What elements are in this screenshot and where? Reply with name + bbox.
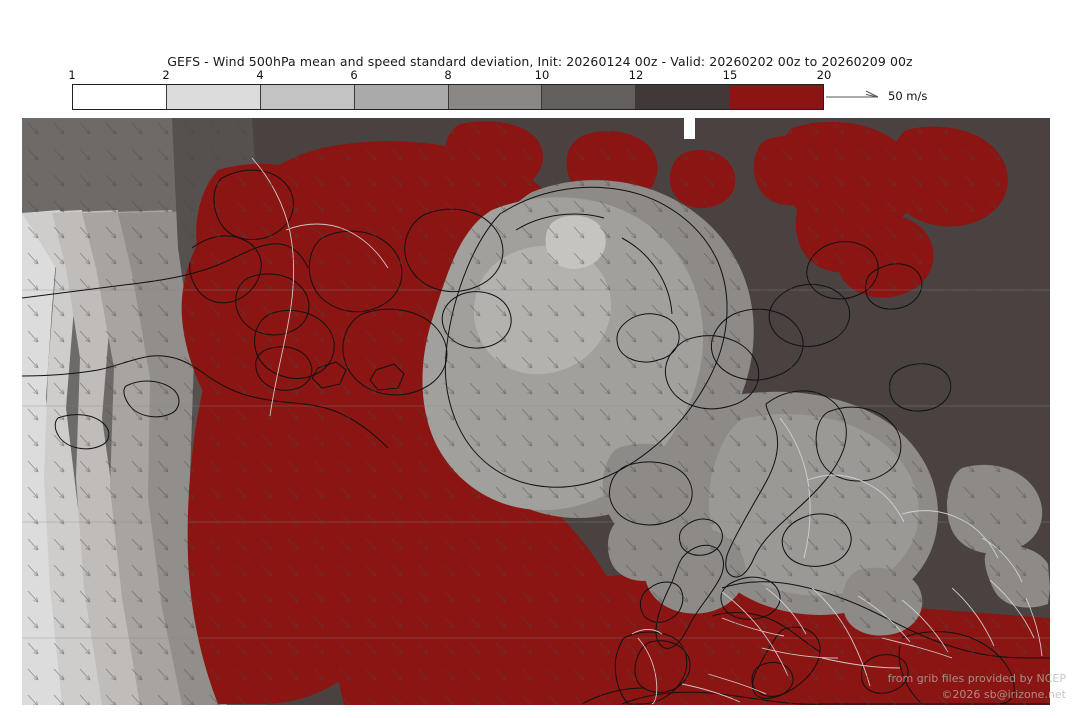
colorbar-tick-20: 20 xyxy=(816,68,832,82)
wind-barb-legend-label: 50 m/s xyxy=(888,89,928,103)
colorbar-segment-6 xyxy=(542,85,637,109)
colorbar-segment-7 xyxy=(636,85,731,109)
wind-barb-field xyxy=(22,118,1050,705)
colorbar-tick-2: 2 xyxy=(162,68,170,82)
colorbar-segment-1 xyxy=(73,85,167,109)
colorbar-tick-12: 12 xyxy=(628,68,644,82)
colorbar-gradient xyxy=(72,84,824,110)
colorbar-tick-labels: 1 2 4 6 8 10 12 15 20 xyxy=(68,68,831,84)
colorbar-segment-4 xyxy=(354,85,449,109)
colorbar-segment-5 xyxy=(448,85,543,109)
credit-source: from grib files provided by NCEP xyxy=(887,672,1066,685)
colorbar-segment-3 xyxy=(260,85,355,109)
colorbar-segment-2 xyxy=(166,85,261,109)
map-top-marker xyxy=(684,118,695,139)
colorbar-tick-1: 1 xyxy=(68,68,76,82)
map-field-svg xyxy=(22,118,1050,705)
colorbar-tick-6: 6 xyxy=(350,68,358,82)
credit-copyright: ©2026 sb@irizone.net xyxy=(941,688,1066,701)
colorbar-tick-8: 8 xyxy=(444,68,452,82)
colorbar-tick-15: 15 xyxy=(722,68,738,82)
map-canvas[interactable] xyxy=(22,118,1050,705)
wind-barb-legend: 50 m/s xyxy=(826,86,1036,110)
wind-barb-icon xyxy=(826,90,879,98)
colorbar-tick-10: 10 xyxy=(534,68,550,82)
colorbar-tick-4: 4 xyxy=(256,68,264,82)
page-title: GEFS - Wind 500hPa mean and speed standa… xyxy=(167,54,913,69)
colorbar: 1 2 4 6 8 10 12 15 20 xyxy=(68,68,831,110)
colorbar-segment-8 xyxy=(730,85,823,109)
